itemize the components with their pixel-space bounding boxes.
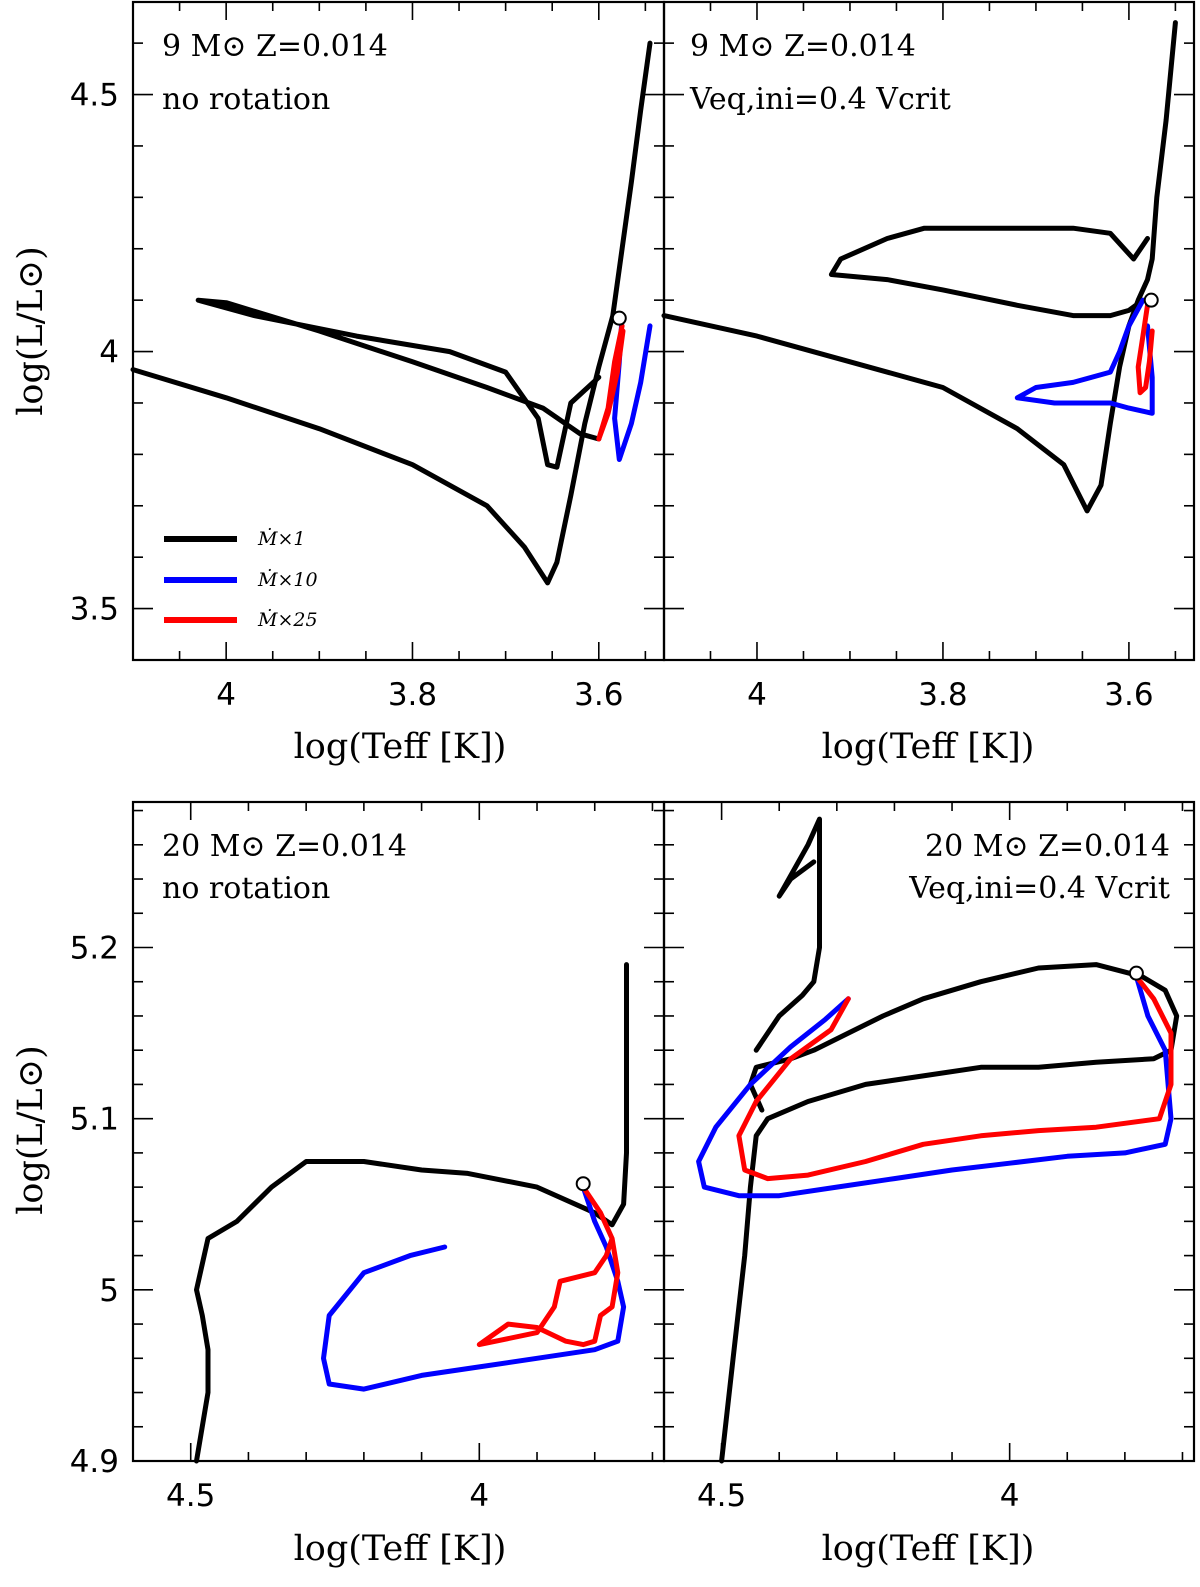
x-tick-label: 4 xyxy=(216,677,236,713)
track-marker-dot xyxy=(1128,965,1144,981)
track-marker-dot xyxy=(575,1176,591,1192)
series-line-2 xyxy=(1014,297,1155,416)
x-tick-label: 3.8 xyxy=(918,677,967,713)
y-tick-label: 4 xyxy=(99,335,119,371)
plot-frame xyxy=(662,0,1196,662)
series-group xyxy=(194,962,629,1464)
series-group xyxy=(696,816,1180,1464)
x-tick-label: 4.5 xyxy=(166,1478,215,1514)
track-marker-dot xyxy=(1143,292,1159,308)
plot-frame xyxy=(662,800,1196,1463)
series-line-1 xyxy=(195,297,602,470)
x-tick-label: 3.8 xyxy=(388,677,437,713)
y-tick-label: 4.9 xyxy=(70,1444,119,1480)
legend-label-mdot-x10: Ṁ×10 xyxy=(257,568,318,591)
y-axis-label: log(L/L⊙) xyxy=(11,246,51,416)
series-line-1 xyxy=(321,1184,627,1392)
x-tick-label: 4 xyxy=(469,1478,489,1514)
series-line-2 xyxy=(476,1184,621,1348)
track-marker-dot xyxy=(611,310,627,326)
legend-label-mdot-x1: Ṁ×1 xyxy=(257,527,305,550)
legend-label-mdot-x25: Ṁ×25 xyxy=(257,608,318,631)
series-line-1 xyxy=(828,225,1150,319)
y-tick-label: 3.5 xyxy=(70,592,119,628)
rotation-annotation: no rotation xyxy=(162,82,330,117)
panel-top-left: 4 3.8 3.63.544.5 9 M⊙ Z=0.014 no rotation … xyxy=(11,0,666,767)
rotation-annotation: Veq,ini=0.4 Vcrit xyxy=(689,82,951,117)
tick-group: 4.5 4 xyxy=(663,802,1194,1514)
series-line-3 xyxy=(596,323,626,442)
panel-bottom-left: 4.5 4 4.9 5 5.1 5.2 20 M⊙ Z=0.014 no rotation… xyxy=(11,800,666,1569)
mass-metallicity-annotation: 20 M⊙ Z=0.014 xyxy=(162,829,407,864)
series-line-2 xyxy=(696,974,1174,1199)
rotation-annotation: no rotation xyxy=(162,871,330,906)
series-line-0 xyxy=(194,962,629,1464)
tick-group: 4 3.8 3.6 3.5 4 4.5 xyxy=(70,2,664,713)
panel-bottom-right: 4.5 4 20 M⊙ Z=0.014 Veq,ini=0.4 Vcrit log… xyxy=(662,800,1196,1569)
x-tick-label: 3.6 xyxy=(574,677,623,713)
mass-metallicity-annotation: 9 M⊙ Z=0.014 xyxy=(162,29,388,64)
series-line-3 xyxy=(1135,302,1155,396)
series-line-3 xyxy=(736,974,1174,1182)
rotation-annotation: Veq,ini=0.4 Vcrit xyxy=(908,871,1170,906)
legend: Ṁ×1 Ṁ×10 Ṁ×25 xyxy=(164,527,318,631)
y-tick-label: 5.2 xyxy=(70,930,119,966)
panel-top-right: 4 3.8 3.6 9 M⊙ Z=0.014 Veq,ini=0.4 Vcrit l… xyxy=(661,0,1196,767)
tick-group: 4.5 4 4.9 5 5.1 5.2 xyxy=(70,802,664,1514)
mass-metallicity-annotation: 9 M⊙ Z=0.014 xyxy=(690,29,916,64)
series-line-0 xyxy=(719,962,1180,1464)
tick-group: 4 3.8 3.6 xyxy=(663,2,1194,713)
x-tick-label: 4.5 xyxy=(697,1478,746,1514)
x-tick-label: 4 xyxy=(747,677,767,713)
series-group xyxy=(130,40,653,586)
mass-metallicity-annotation: 20 M⊙ Z=0.014 xyxy=(925,829,1170,864)
y-axis-label: log(L/L⊙) xyxy=(11,1045,51,1215)
y-tick-label: 4.5 xyxy=(70,78,119,114)
series-line-0 xyxy=(130,40,653,586)
x-tick-label: 3.6 xyxy=(1104,677,1153,713)
y-tick-label: 5 xyxy=(99,1273,119,1309)
x-axis-label: log(Teff [K]) xyxy=(294,727,507,767)
series-group xyxy=(661,20,1178,514)
x-axis-label: log(Teff [K]) xyxy=(822,1529,1035,1569)
series-line-1 xyxy=(753,816,822,1053)
x-axis-label: log(Teff [K]) xyxy=(822,727,1035,767)
series-line-0 xyxy=(661,20,1178,514)
y-tick-label: 5.1 xyxy=(70,1102,119,1138)
x-tick-label: 4 xyxy=(1000,1478,1020,1514)
x-axis-label: log(Teff [K]) xyxy=(294,1529,507,1569)
